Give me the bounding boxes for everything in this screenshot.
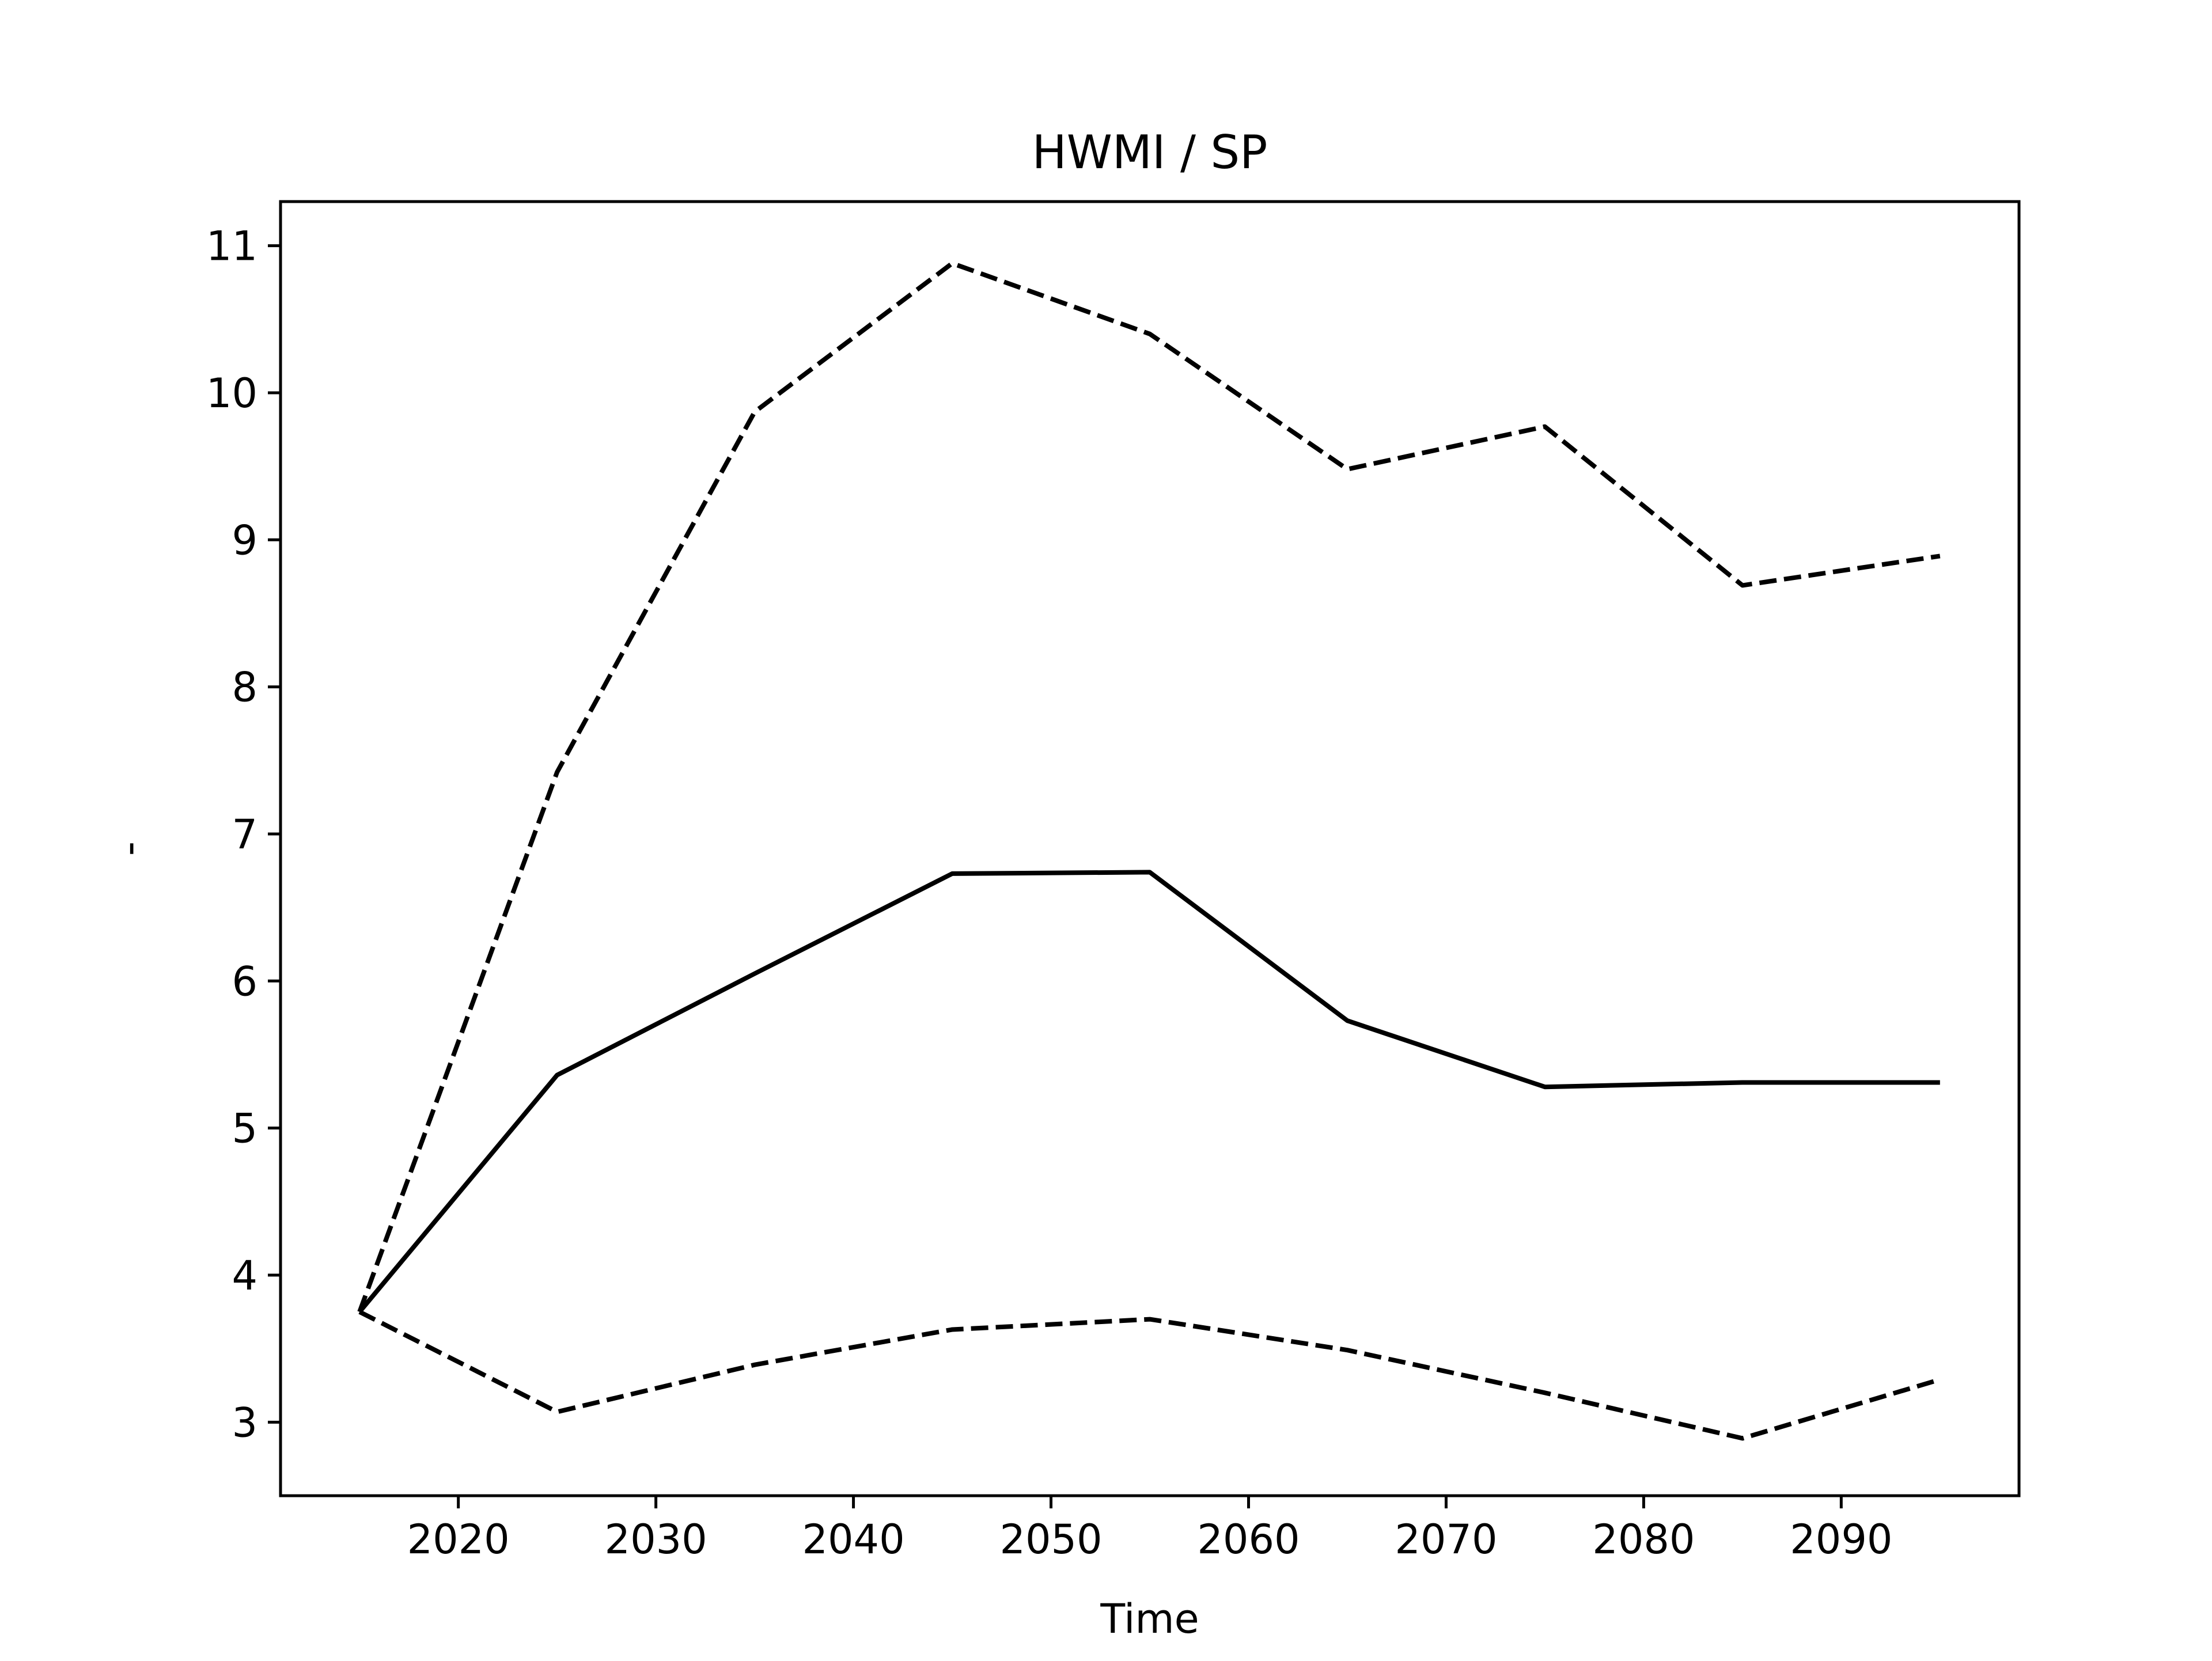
y-tick-label: 10 [206,370,257,417]
x-axis-label: Time [1100,1595,1199,1643]
x-tick-label: 2070 [1395,1516,1497,1563]
dashed-series-line-2 [358,1310,1941,1441]
ticks-layer: 2020 2030 2040 2050 2060 2070 2080 2090 3 4 5 6 7 8 9 1… [206,223,1892,1563]
x-tick-label: 2040 [802,1516,904,1563]
x-tick-label: 2020 [407,1516,510,1563]
x-tick-label: 2050 [999,1516,1102,1563]
y-tick-label: 8 [232,664,257,711]
x-tick-label: 2080 [1592,1516,1695,1563]
y-tick-label: 9 [232,517,257,564]
y-axis-label: - [105,841,153,856]
dashed-series-line-1 [357,261,1941,1313]
chart-title: HWMI / SP [1032,126,1268,179]
x-tick-label: 2060 [1197,1516,1300,1563]
plot-frame [279,200,2021,1497]
y-tick-label: 4 [232,1252,257,1299]
x-tick-label: 2090 [1790,1516,1892,1563]
y-tick-label: 5 [232,1105,257,1152]
y-tick-label: 7 [232,811,257,858]
y-tick-label: 11 [206,223,257,270]
y-tick-label: 6 [232,958,257,1005]
x-tick-label: 2030 [605,1516,707,1563]
solid-series-line-0 [358,870,1940,1314]
y-tick-label: 3 [232,1399,257,1446]
series-layer [357,261,1941,1441]
